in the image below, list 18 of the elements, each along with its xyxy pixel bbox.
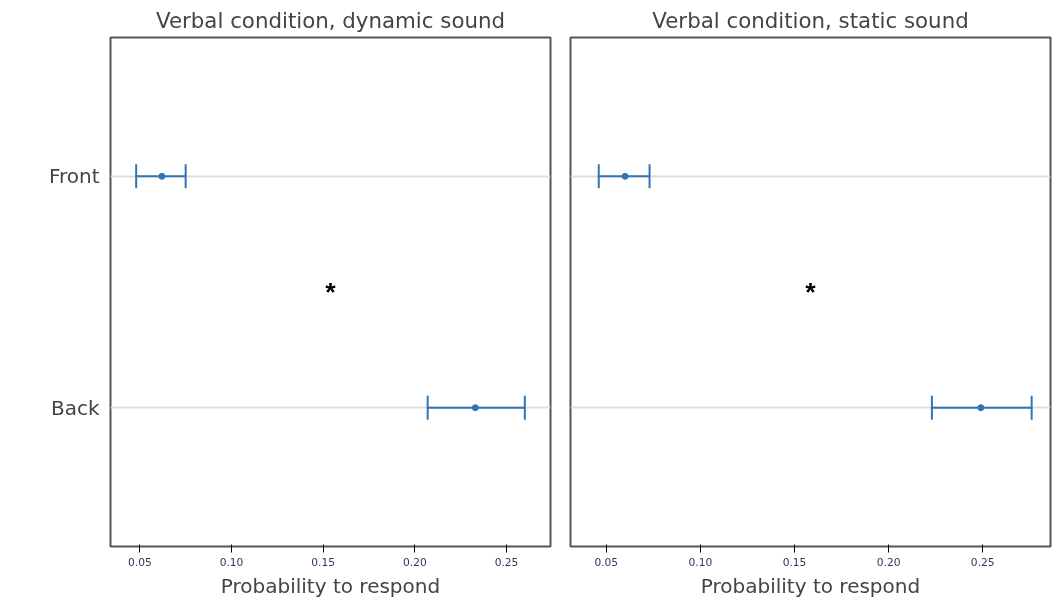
x-tick-label: 0.15	[311, 555, 336, 569]
y-tick-label: Front	[48, 164, 100, 189]
x-axis-title: Probability to respond	[220, 573, 441, 598]
x-tick-label: 0.05	[127, 555, 152, 569]
chart-title: Verbal condition, dynamic sound	[156, 7, 505, 33]
x-tick-label: 0.10	[219, 555, 244, 569]
x-tick-label: 0.05	[594, 555, 619, 569]
x-tick-label: 0.25	[494, 555, 519, 569]
x-tick-label: 0.10	[688, 555, 713, 569]
x-tick-label: 0.25	[970, 555, 995, 569]
chart-title: Verbal condition, static sound	[652, 7, 969, 33]
x-axis-title: Probability to respond	[700, 573, 921, 598]
x-tick-label: 0.15	[782, 555, 807, 569]
x-tick-label: 0.20	[876, 555, 901, 569]
y-tick-label: Back	[50, 395, 100, 420]
x-tick-label: 0.20	[402, 555, 427, 569]
annotation: *	[325, 277, 337, 307]
annotation: *	[805, 277, 817, 307]
